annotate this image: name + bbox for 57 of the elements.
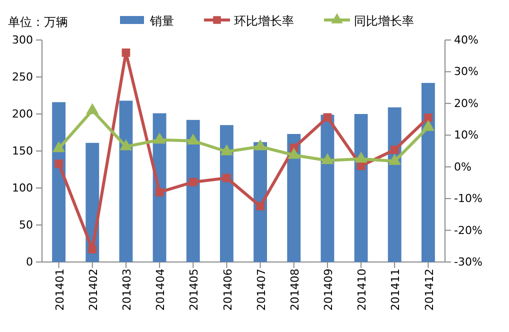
y2-tick-label: -30% (454, 256, 482, 269)
point (390, 146, 399, 154)
y2-tick-label: 20% (454, 96, 478, 110)
point (254, 139, 267, 150)
y-tick-label: 150 (12, 144, 33, 158)
point (186, 134, 200, 145)
y-tick-label: 200 (12, 108, 33, 121)
x-tick-label: 201403 (120, 268, 134, 311)
point (86, 103, 99, 114)
x-tick-label: 201412 (422, 268, 436, 311)
point (222, 174, 231, 182)
y2-tick-label: 40% (454, 34, 478, 47)
x-tick-label: 201402 (86, 268, 100, 311)
x-tick-label: 201404 (154, 268, 168, 311)
text: 单位：万辆 (8, 15, 68, 29)
point (188, 178, 198, 186)
point (52, 141, 66, 152)
x-tick-label: 201409 (322, 268, 336, 311)
y-tick-label: 100 (12, 182, 33, 195)
x-tick-label: 201405 (188, 268, 201, 311)
point (220, 144, 234, 156)
bar (186, 120, 200, 262)
legend-label: 同比增长率 (354, 14, 414, 28)
point (321, 153, 334, 164)
point (88, 245, 97, 254)
bar (320, 114, 334, 262)
x-tick-label: 201411 (389, 268, 402, 311)
y2-tick-label: 0% (454, 160, 472, 174)
point (153, 132, 166, 144)
y2-tick-label: 30% (454, 65, 478, 78)
y2-tick-label: 10% (454, 128, 478, 142)
point (388, 154, 401, 165)
x-tick-label: 201401 (53, 268, 66, 311)
bar (388, 107, 402, 262)
point (256, 202, 264, 210)
x-tick-label: 201410 (356, 268, 369, 311)
y-tick-label: 250 (12, 70, 33, 84)
x-tick-label: 201406 (221, 268, 234, 311)
y-tick-label: 50 (19, 218, 33, 232)
y-tick-label: 0 (26, 256, 33, 269)
y2-tick-label: -20% (454, 224, 482, 237)
point (422, 120, 435, 131)
point (155, 188, 164, 196)
point (120, 139, 132, 150)
x-tick-label: 201408 (288, 268, 302, 311)
legend-label: 销量 (149, 14, 174, 28)
bar (354, 114, 368, 262)
point (354, 152, 368, 163)
y-tick-label: 300 (12, 34, 33, 47)
bar (52, 102, 66, 262)
point (54, 160, 63, 168)
legend-label: 环比增长率 (234, 14, 294, 28)
point (288, 148, 300, 159)
bar (119, 100, 133, 262)
x-tick-label: 201407 (254, 268, 268, 311)
bar (421, 82, 435, 262)
y2-tick-label: -10% (454, 192, 482, 206)
